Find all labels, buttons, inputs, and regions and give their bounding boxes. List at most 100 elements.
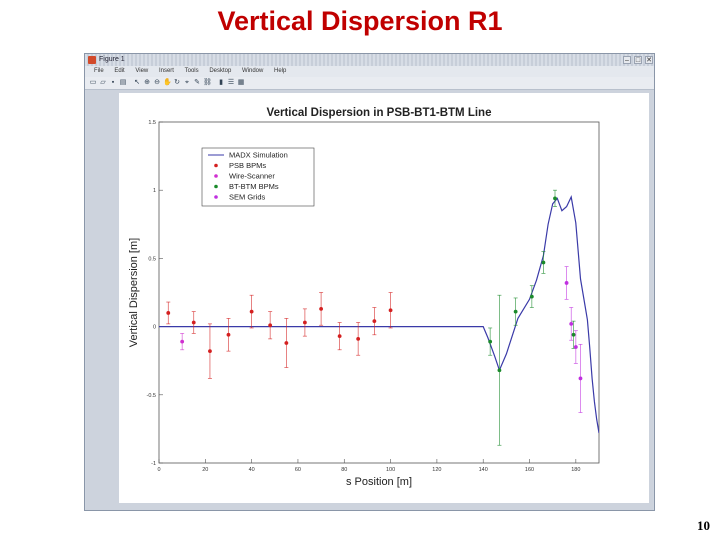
page-number: 10	[697, 518, 710, 533]
app-icon	[88, 56, 96, 64]
maximize-icon[interactable]: □	[634, 56, 642, 64]
legend-marker-swatch	[214, 184, 218, 189]
legend-icon[interactable]: ☰	[227, 79, 235, 86]
data-point-sem-grids	[573, 330, 578, 364]
legend-box	[201, 147, 315, 207]
point-marker	[284, 341, 289, 345]
legend-entry: MADX Simulation	[229, 151, 288, 160]
pan-icon[interactable]: ✋	[163, 79, 172, 86]
link-icon[interactable]: ⛓	[203, 79, 212, 86]
colorbar-icon[interactable]: ▮	[219, 79, 223, 86]
point-marker	[191, 320, 196, 325]
pointer-icon[interactable]: ↖	[134, 79, 140, 86]
y-tick-label: -0.5	[147, 393, 156, 399]
chart-title: Vertical Dispersion in PSB-BT1-BTM Line	[267, 107, 492, 119]
slide-title: Vertical Dispersion R1	[217, 6, 503, 36]
point-marker	[497, 368, 502, 373]
print-icon[interactable]: ▤	[119, 79, 127, 86]
menu-file[interactable]: File	[94, 68, 104, 74]
x-tick-label: 100	[386, 467, 395, 473]
data-point-bt-btm-bpms	[497, 294, 502, 446]
menubar: File Edit View Insert Tools Desktop Wind…	[85, 66, 654, 77]
point-marker	[571, 332, 576, 337]
menu-view[interactable]: View	[135, 68, 149, 74]
close-icon[interactable]: ✕	[645, 56, 653, 64]
minimize-icon[interactable]: ‒	[623, 56, 631, 64]
x-tick-label: 20	[202, 467, 208, 473]
legend-entry: SEM Grids	[229, 193, 266, 202]
menu-window[interactable]: Window	[242, 68, 264, 74]
point-marker	[513, 309, 518, 314]
x-tick-label: 80	[341, 467, 347, 473]
data-point-psb-bpms	[166, 301, 171, 325]
point-marker	[337, 334, 342, 339]
data-cursor-icon[interactable]: ⌖	[185, 79, 189, 86]
point-marker	[488, 339, 493, 344]
y-tick-label: 0	[153, 325, 156, 331]
open-icon[interactable]: ▱	[100, 79, 106, 86]
point-marker	[319, 306, 324, 311]
point-marker	[553, 196, 557, 201]
zoom-out-icon[interactable]: ⊖	[154, 79, 160, 86]
point-marker	[388, 308, 393, 313]
data-point-psb-bpms	[372, 307, 377, 336]
y-tick-label: 1	[153, 188, 156, 194]
data-point-psb-bpms	[207, 323, 212, 379]
window-title: Figure 1	[99, 56, 125, 63]
data-point-bt-btm-bpms	[553, 189, 557, 207]
data-point-bt-btm-bpms	[513, 297, 518, 326]
y-tick-label: 1.5	[148, 120, 156, 126]
grid-icon[interactable]: ▦	[237, 79, 245, 86]
legend-entry: Wire-Scanner	[229, 172, 275, 181]
data-point-psb-bpms	[319, 292, 324, 326]
x-axis-label: s Position [m]	[346, 476, 412, 488]
data-point-sem-grids	[564, 266, 569, 300]
toolbar: ▭ ▱ ▪ ▤ ↖ ⊕ ⊖ ✋ ↻ ⌖ ✎ ⛓ ▮ ☰ ▦	[85, 77, 654, 90]
data-point-sem-grids	[569, 307, 574, 341]
point-marker	[564, 281, 569, 285]
data-point-psb-bpms	[356, 322, 361, 356]
legend-marker-swatch	[214, 163, 218, 168]
data-point-psb-bpms	[268, 311, 273, 340]
point-marker	[372, 319, 377, 324]
point-marker	[208, 349, 212, 354]
data-point-psb-bpms	[284, 318, 289, 368]
save-icon[interactable]: ▪	[111, 79, 115, 86]
x-tick-label: 160	[525, 467, 534, 473]
brush-icon[interactable]: ✎	[194, 79, 200, 86]
new-file-icon[interactable]: ▭	[89, 79, 97, 86]
window-titlebar[interactable]: Figure 1 ‒ □ ✕	[85, 54, 654, 66]
data-point-bt-btm-bpms	[541, 251, 546, 274]
x-tick-label: 0	[157, 467, 160, 473]
point-marker	[180, 339, 185, 344]
point-marker	[166, 311, 171, 315]
legend-entry: PSB BPMs	[229, 161, 266, 170]
point-marker	[578, 376, 583, 381]
x-tick-label: 140	[479, 467, 488, 473]
data-point-psb-bpms	[249, 294, 254, 329]
zoom-in-icon[interactable]: ⊕	[144, 79, 150, 86]
data-point-sem-grids	[578, 343, 583, 413]
menu-edit[interactable]: Edit	[114, 68, 125, 74]
rotate-icon[interactable]: ↻	[174, 79, 180, 86]
data-point-psb-bpms	[226, 318, 231, 352]
data-point-psb-bpms	[337, 322, 342, 351]
point-marker	[573, 345, 578, 349]
y-tick-label: 0.5	[148, 256, 156, 262]
point-marker	[268, 323, 273, 328]
point-marker	[541, 260, 546, 265]
x-tick-label: 120	[432, 467, 441, 473]
point-marker	[356, 336, 361, 341]
data-point-psb-bpms	[388, 292, 393, 329]
menu-desktop[interactable]: Desktop	[209, 68, 232, 74]
x-tick-label: 40	[249, 467, 255, 473]
data-point-psb-bpms	[191, 311, 196, 334]
menu-tools[interactable]: Tools	[184, 68, 199, 74]
legend-marker-swatch	[214, 195, 218, 199]
x-tick-label: 60	[295, 467, 301, 473]
dispersion-chart: Vertical Dispersion in PSB-BT1-BTM Line 0…	[119, 93, 649, 503]
point-marker	[529, 294, 534, 299]
menu-insert[interactable]: Insert	[158, 68, 174, 74]
data-point-psb-bpms	[302, 308, 307, 337]
menu-help[interactable]: Help	[274, 68, 287, 74]
